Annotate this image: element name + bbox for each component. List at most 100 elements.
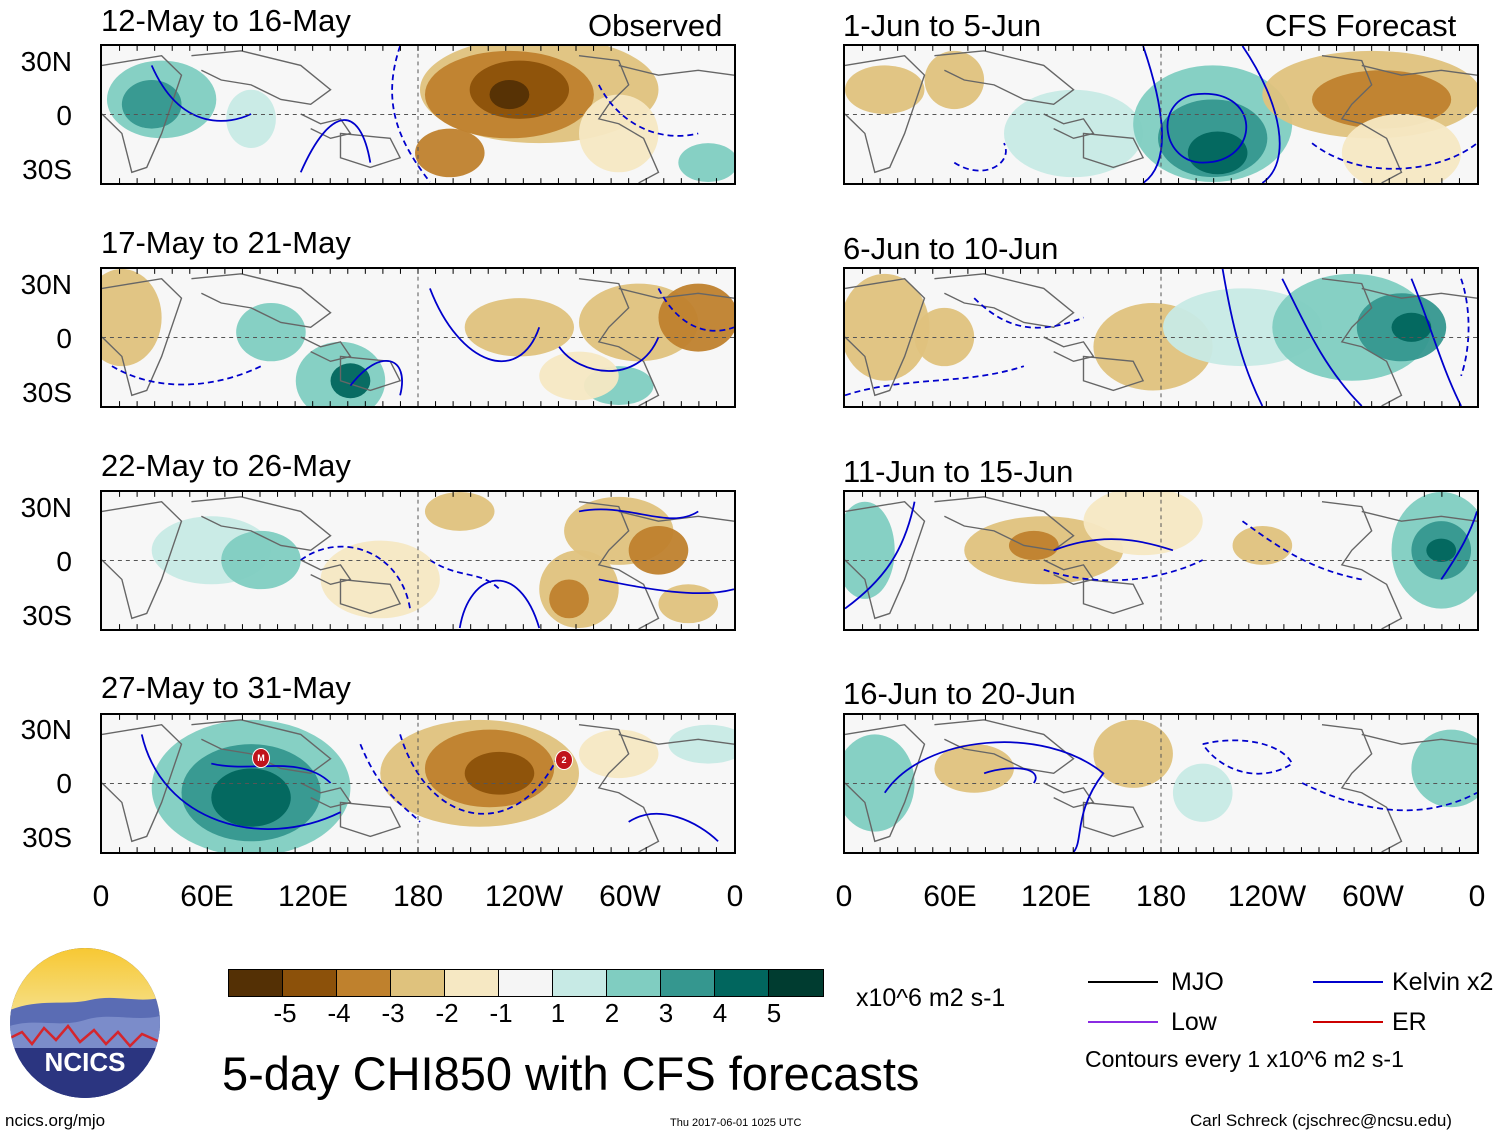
panel-title-obs-2: 17-May to 21-May: [101, 225, 351, 260]
kelvin-contour: [399, 734, 560, 815]
lon-label: 60E: [923, 880, 977, 913]
anomaly-shading: [539, 351, 619, 401]
colorbar-label: 1: [550, 998, 566, 1028]
colorbar-label: 3: [658, 998, 674, 1028]
kelvin-contour: [598, 578, 734, 594]
lat-label-30n: 30N: [20, 46, 72, 77]
anomaly-shading: [1172, 763, 1233, 822]
colorbar-swatch: [391, 970, 445, 996]
kelvin-contour: [349, 360, 403, 396]
coastline: [300, 336, 352, 363]
legend-label-er: ER: [1392, 1008, 1427, 1036]
coastline: [618, 287, 734, 299]
anomaly-shading: [678, 143, 734, 183]
legend-line-kelvin: [1313, 981, 1383, 983]
anomaly-shading: [845, 65, 925, 115]
anomaly-shading: [1093, 719, 1173, 788]
kelvin-contour: [598, 84, 699, 137]
coastline: [1043, 782, 1095, 809]
anomaly-shading: [578, 94, 659, 173]
coastline: [618, 64, 734, 76]
anomaly-shading: [489, 80, 530, 110]
coastline: [578, 724, 660, 852]
figure-title: 5-day CHI850 with CFS forecasts: [222, 1047, 920, 1100]
kelvin-contour: [558, 336, 660, 372]
kelvin-contour: [1166, 92, 1248, 164]
colorbar-label: 5: [766, 998, 782, 1028]
lon-label: 120E: [1020, 880, 1092, 913]
coastline: [191, 273, 332, 329]
lon-label: 120E: [277, 880, 349, 913]
coastline: [102, 500, 183, 620]
anomaly-shading: [102, 269, 162, 367]
anomaly-shading: [221, 530, 301, 590]
kelvin-contour: [150, 65, 252, 122]
cfs-forecast-label: CFS Forecast: [1265, 8, 1457, 43]
coastline: [618, 733, 734, 745]
lon-label: 60E: [180, 880, 234, 913]
coastline: [102, 277, 183, 397]
coastline: [1043, 336, 1095, 363]
lat-label-0: 0: [56, 546, 72, 577]
lon-label: 120W: [484, 880, 564, 913]
coastline: [1043, 113, 1095, 140]
anomaly-shading: [226, 89, 276, 149]
coastline: [1361, 287, 1477, 299]
kelvin-contour: [1410, 278, 1462, 406]
kelvin-contour: [1301, 782, 1477, 812]
coastline: [1082, 578, 1145, 615]
kelvin-contour: [845, 365, 1025, 397]
anomaly-shading: [845, 734, 915, 832]
kelvin-contour: [1053, 538, 1174, 552]
kelvin-contour: [1241, 46, 1281, 183]
panel-title-obs-4: 27-May to 31-May: [101, 670, 351, 705]
kelvin-contour: [391, 46, 431, 183]
kelvin-contour: [845, 501, 916, 610]
anomaly-shading: [121, 80, 182, 129]
anomaly-shading: [658, 584, 719, 624]
anomaly-shading: [934, 744, 1014, 793]
coastline: [1321, 278, 1403, 406]
anomaly-shading: [236, 303, 306, 362]
anomaly-shading: [415, 128, 485, 178]
kelvin-contour: [1201, 739, 1294, 775]
lon-label: 120W: [1227, 880, 1307, 913]
map-svg: [102, 269, 734, 406]
lat-label-0: 0: [56, 768, 72, 799]
kelvin-contour: [429, 288, 541, 363]
coastline: [1361, 733, 1477, 745]
ncics-logo-art: NCICS: [10, 948, 160, 1098]
lon-label: 0: [835, 880, 853, 913]
colorbar-units: x10^6 m2 s-1: [856, 984, 1006, 1012]
panel-title-obs-1: 12-May to 16-May: [101, 3, 351, 38]
lon-label: 0: [726, 880, 744, 913]
anomaly-shading: [1426, 538, 1457, 562]
footer-url[interactable]: ncics.org/mjo: [5, 1111, 106, 1130]
lon-label: 0: [1468, 880, 1486, 913]
map-svg: [102, 492, 734, 629]
colorbar-swatch: [769, 970, 823, 996]
anomaly-shading: [1187, 131, 1248, 175]
legend-line-mjo: [1088, 981, 1158, 983]
kelvin-contour: [628, 812, 719, 842]
kelvin-contour: [884, 741, 1105, 852]
map-panel-fc-2: [843, 267, 1479, 408]
lat-label-30s: 30S: [22, 600, 72, 631]
coastline: [934, 273, 1075, 329]
map-panel-obs-3: [100, 490, 736, 631]
anomaly-shading: [1008, 530, 1059, 561]
lat-label-0: 0: [56, 100, 72, 131]
coastline: [102, 723, 183, 843]
coastline: [578, 55, 660, 183]
kelvin-contour: [1311, 142, 1477, 170]
coastline: [1321, 501, 1403, 629]
colorbar-label: 4: [712, 998, 728, 1028]
lat-label-30s: 30S: [22, 822, 72, 853]
kelvin-contour: [578, 508, 699, 520]
kelvin-contour: [359, 743, 421, 823]
kelvin-contour: [1281, 278, 1363, 406]
colorbar-swatch: [661, 970, 715, 996]
legend-label-low: Low: [1171, 1008, 1217, 1036]
map-panel-obs-2: [100, 267, 736, 408]
colorbar-label: -3: [381, 998, 405, 1028]
